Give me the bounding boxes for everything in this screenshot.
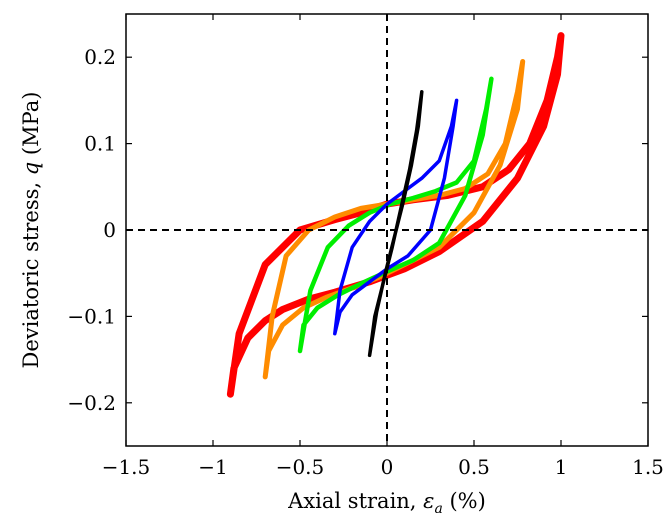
y-tick-label: 0.2 (84, 45, 116, 69)
x-tick-label: −1 (198, 455, 227, 479)
series-line-4 (333, 98, 459, 336)
y-tick-label: 0 (103, 218, 116, 242)
y-tick-label: 0.1 (84, 132, 116, 156)
y-tick-label: −0.1 (67, 304, 116, 328)
x-tick-label: 0 (381, 455, 394, 479)
x-tick-label: −1.5 (102, 455, 151, 479)
series-line-5 (367, 90, 424, 358)
axis-ticks (125, 14, 649, 446)
x-tick-label: 1 (555, 455, 568, 479)
series-group (226, 32, 565, 398)
series-line-2 (262, 59, 526, 380)
axis-tick-labels: −1.5 −1 −0.5 0 0.5 1 1.5 −0.2 −0.1 0 0.1 0.2 (67, 45, 663, 479)
x-axis-label: Axial strain, εa (%) (287, 489, 486, 517)
y-axis-label: Deviatoric stress, q (MPa) (19, 92, 43, 369)
series-line-3 (297, 76, 494, 354)
y-tick-label: −0.2 (67, 391, 116, 415)
x-tick-label: 1.5 (632, 455, 664, 479)
x-tick-label: −0.5 (276, 455, 325, 479)
x-tick-label: 0.5 (458, 455, 490, 479)
series-line-1 (226, 32, 565, 398)
